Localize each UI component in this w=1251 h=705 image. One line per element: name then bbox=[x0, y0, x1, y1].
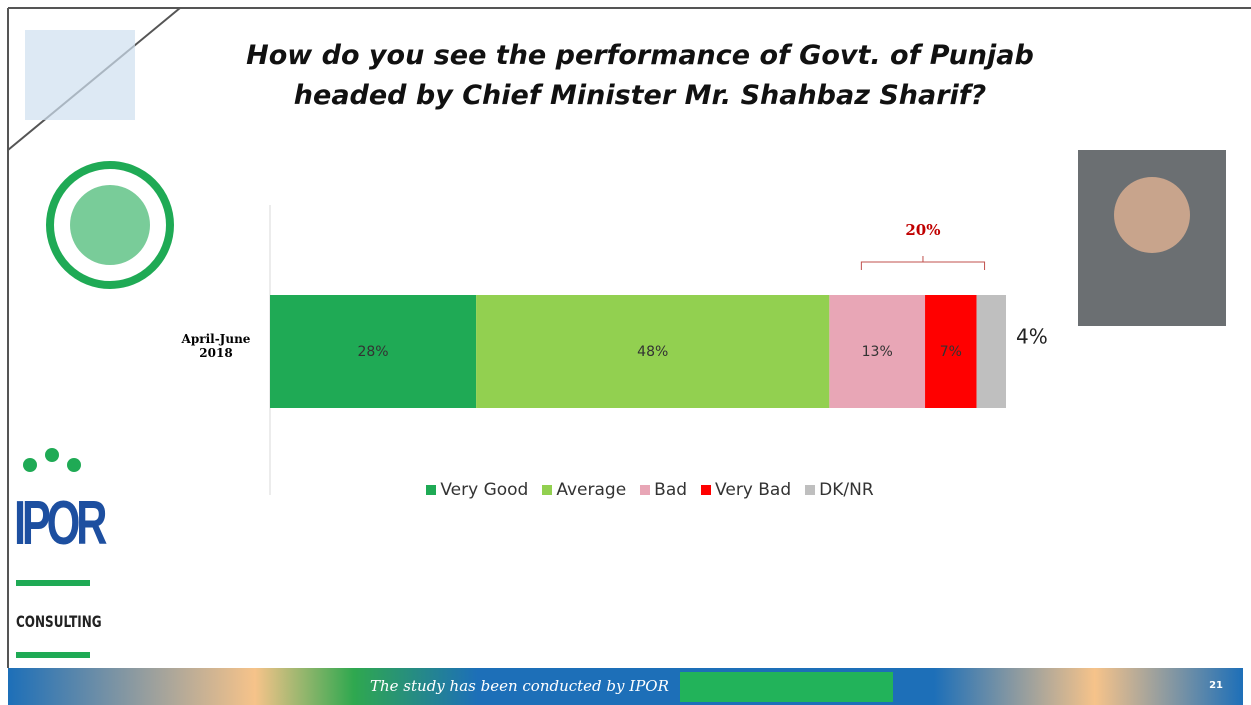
logo-name: IPOR bbox=[14, 489, 108, 558]
footer-box bbox=[680, 672, 893, 702]
data-label: 4% bbox=[1016, 325, 1048, 349]
logo-dot bbox=[23, 458, 37, 472]
logo-dot bbox=[67, 458, 81, 472]
bar-segment bbox=[925, 295, 977, 408]
legend-swatch bbox=[640, 485, 651, 495]
bar-segment bbox=[476, 295, 830, 408]
logo-bar bbox=[16, 652, 90, 658]
punjab-emblem-inner bbox=[70, 185, 150, 265]
legend-item: Average bbox=[542, 480, 626, 500]
logo-dot bbox=[45, 448, 59, 462]
legend-swatch bbox=[805, 485, 816, 495]
legend-label: Average bbox=[556, 480, 627, 500]
legend: Very Good Average Bad Very Bad DK/NR bbox=[270, 480, 1030, 500]
data-label: 28% bbox=[357, 344, 388, 360]
portrait-face bbox=[1114, 177, 1190, 253]
bracket bbox=[860, 256, 986, 270]
legend-item: Bad bbox=[640, 480, 687, 500]
footer: The study has been conducted by IPOR 21 bbox=[8, 668, 1243, 705]
punjab-emblem bbox=[46, 161, 174, 289]
legend-label: DK/NR bbox=[819, 480, 874, 500]
legend-label: Bad bbox=[654, 480, 688, 500]
bar-segment bbox=[270, 295, 477, 408]
bar-segment bbox=[976, 295, 1006, 408]
legend-item: Very Bad bbox=[701, 480, 791, 500]
bracket-label: 20% bbox=[905, 221, 940, 239]
data-label: 48% bbox=[637, 344, 668, 360]
logo-subtitle: CONSULTING bbox=[16, 612, 102, 631]
logo-bar bbox=[16, 580, 90, 586]
corner-icon bbox=[25, 30, 135, 120]
bar-segment bbox=[829, 295, 926, 408]
chart-title: How do you see the performance of Govt. … bbox=[246, 40, 1034, 111]
legend-swatch bbox=[542, 485, 553, 495]
legend-swatch bbox=[701, 485, 712, 495]
footer-text: The study has been conducted by IPOR bbox=[370, 677, 669, 695]
page-number: 21 bbox=[1209, 680, 1223, 691]
legend-item: DK/NR bbox=[805, 480, 874, 500]
legend-label: Very Bad bbox=[715, 480, 792, 500]
legend-swatch bbox=[426, 485, 437, 495]
data-label: 13% bbox=[862, 344, 893, 360]
legend-label: Very Good bbox=[440, 480, 529, 500]
data-label: 7% bbox=[940, 344, 962, 360]
category-label: April-June 2018 bbox=[181, 332, 251, 360]
legend-item: Very Good bbox=[426, 480, 528, 500]
